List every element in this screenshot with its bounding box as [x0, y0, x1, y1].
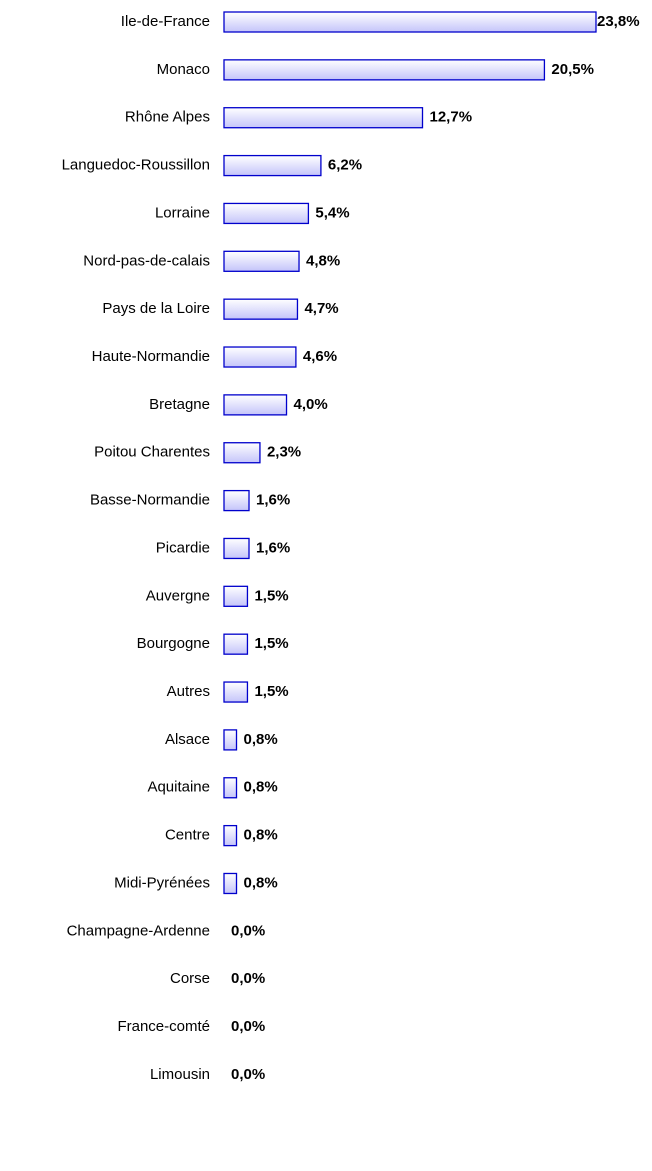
value-label: 6,2%	[328, 157, 362, 174]
value-label: 0,0%	[231, 1066, 265, 1083]
category-label: Ile-de-France	[121, 13, 210, 30]
value-label: 1,6%	[256, 492, 290, 509]
category-label: Autres	[167, 683, 210, 700]
category-label: Nord-pas-de-calais	[83, 252, 210, 269]
category-label: Picardie	[156, 539, 210, 556]
bar	[223, 777, 238, 799]
value-label: 0,0%	[231, 1018, 265, 1035]
value-label: 2,3%	[267, 444, 301, 461]
category-label: Midi-Pyrénées	[114, 874, 210, 891]
bar	[223, 633, 249, 655]
value-label: 1,5%	[254, 683, 288, 700]
value-label: 0,0%	[231, 970, 265, 987]
value-label: 1,5%	[254, 587, 288, 604]
value-label: 0,8%	[244, 779, 278, 796]
value-label: 4,8%	[306, 252, 340, 269]
category-label: Basse-Normandie	[90, 492, 210, 509]
category-label: Haute-Normandie	[92, 348, 210, 365]
category-label: Languedoc-Roussillon	[62, 157, 210, 174]
value-label: 1,6%	[256, 539, 290, 556]
value-label: 0,8%	[244, 827, 278, 844]
value-label: 20,5%	[551, 61, 594, 78]
value-label: 12,7%	[430, 109, 473, 126]
value-label: 0,8%	[244, 874, 278, 891]
bar	[223, 154, 322, 177]
category-label: Lorraine	[155, 204, 210, 221]
category-label: Bretagne	[149, 396, 210, 413]
bar	[223, 681, 249, 703]
value-label: 1,5%	[254, 635, 288, 652]
bar	[223, 11, 597, 33]
bar	[223, 202, 310, 225]
bar	[223, 729, 238, 751]
category-label: Aquitaine	[147, 779, 210, 796]
value-label: 0,0%	[231, 922, 265, 939]
category-label: Corse	[170, 970, 210, 987]
bar	[223, 824, 238, 847]
bar	[223, 442, 261, 464]
category-label: Centre	[165, 827, 210, 844]
category-label: Limousin	[150, 1066, 210, 1083]
bar	[223, 585, 249, 607]
bar	[223, 537, 250, 560]
value-label: 4,6%	[303, 348, 337, 365]
bar	[223, 489, 250, 512]
bar	[223, 872, 238, 895]
bar	[223, 59, 546, 81]
bar	[223, 346, 297, 368]
bar	[223, 394, 288, 416]
value-label: 5,4%	[315, 204, 349, 221]
category-label: Bourgogne	[137, 635, 210, 652]
bar	[223, 250, 300, 272]
bar	[223, 107, 424, 129]
category-label: France-comté	[117, 1018, 210, 1035]
category-label: Alsace	[165, 731, 210, 748]
value-label: 4,7%	[304, 300, 338, 317]
category-label: Monaco	[157, 61, 210, 78]
category-label: Rhône Alpes	[125, 109, 210, 126]
category-label: Poitou Charentes	[94, 444, 210, 461]
category-label: Pays de la Loire	[102, 300, 210, 317]
value-label: 0,8%	[244, 731, 278, 748]
value-label: 4,0%	[294, 396, 328, 413]
value-label: 23,8%	[597, 13, 640, 30]
category-label: Auvergne	[146, 587, 210, 604]
bar	[223, 298, 299, 320]
category-label: Champagne-Ardenne	[67, 922, 210, 939]
